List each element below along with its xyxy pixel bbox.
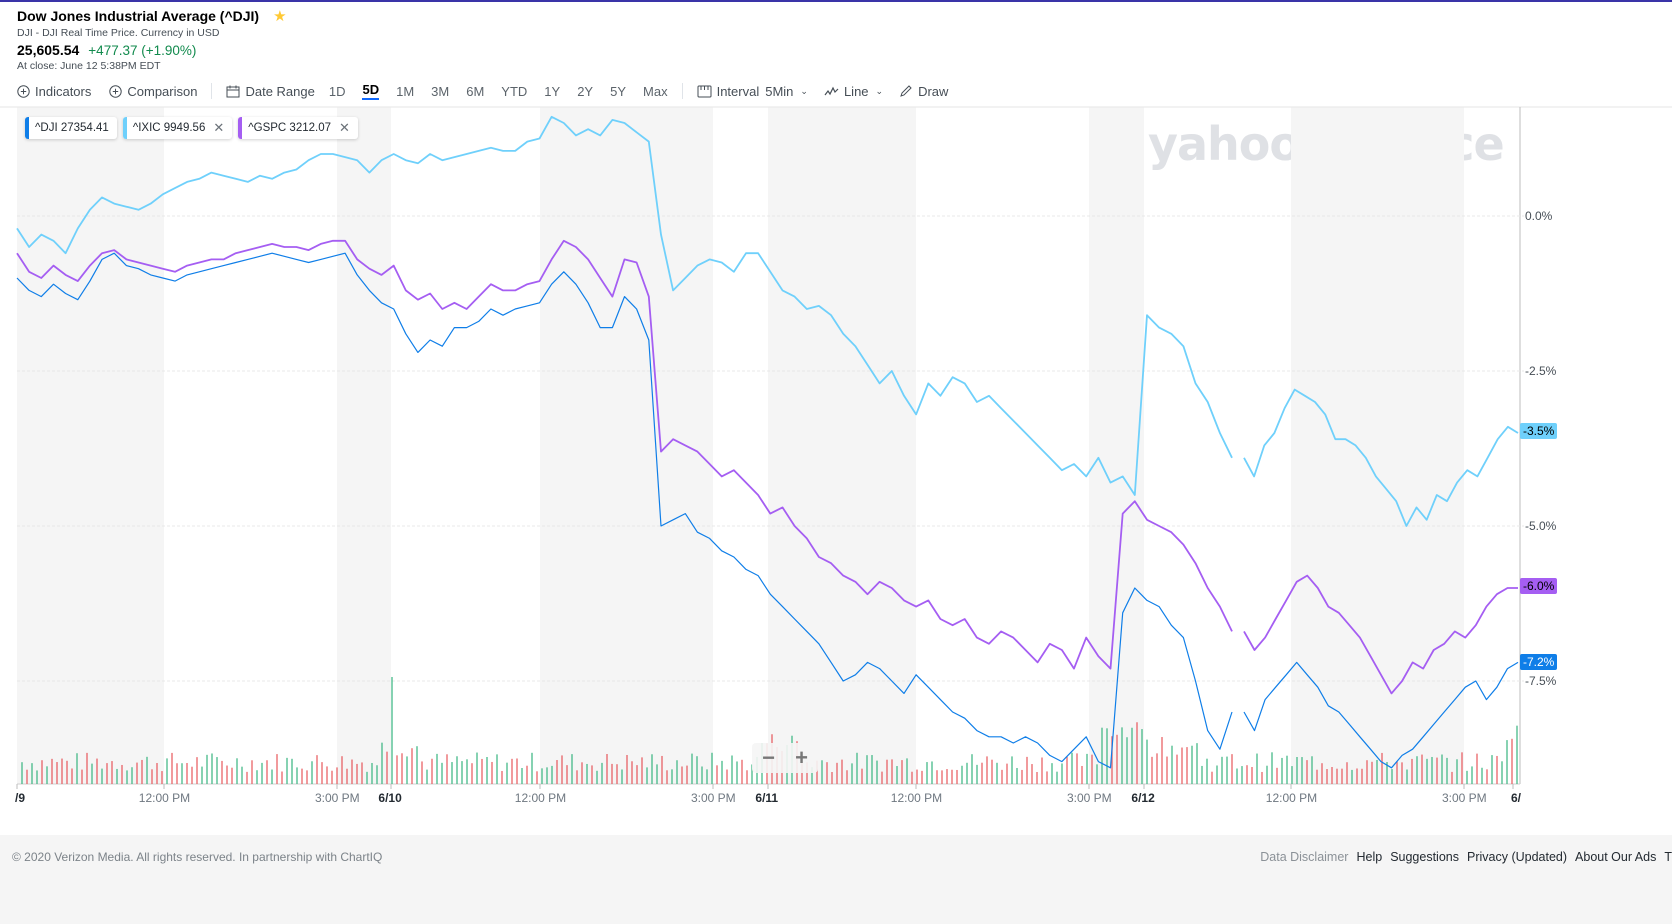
star-icon[interactable]: ★ (273, 7, 287, 25)
x-axis-label: /9 (15, 791, 26, 805)
plus-circle-icon (109, 84, 123, 98)
interval-dropdown[interactable]: Interval 5Min ⌄ (697, 84, 808, 99)
x-axis-label: 6/10 (378, 791, 402, 805)
toolbar-divider (211, 83, 213, 99)
footer-link-about-ads[interactable]: About Our Ads (1575, 850, 1657, 864)
series-color-swatch (25, 117, 29, 139)
x-axis-label: 3:00 PM (690, 791, 736, 805)
legend-label: ^DJI 27354.41 (35, 122, 109, 134)
zoom-controls: − + (752, 743, 818, 773)
draw-button[interactable]: Draw (899, 84, 948, 99)
interval-label: Interval (716, 83, 760, 99)
legend-label: ^IXIC 9949.56 (132, 122, 206, 134)
draw-label: Draw (918, 83, 949, 99)
plus-circle-icon (17, 84, 30, 98)
date-range-label: Date Range (245, 83, 315, 99)
x-axis-label: 6/11 (755, 791, 779, 805)
pencil-icon (900, 85, 912, 97)
range-3m[interactable]: 3M (431, 83, 450, 99)
x-axis-label: 3:00 PM (314, 791, 360, 805)
y-axis-label: -5.0% (1525, 519, 1557, 533)
footer-link-terms[interactable]: T (1664, 850, 1672, 864)
x-axis-label: 12:00 PM (138, 791, 191, 805)
range-1m[interactable]: 1M (396, 83, 415, 99)
close-time: At close: June 12 5:38PM EDT (17, 60, 161, 72)
legend-chip-dji[interactable]: ^DJI 27354.41 (25, 117, 117, 139)
y-axis-label: -2.5% (1525, 364, 1557, 378)
zoom-in-button[interactable]: + (795, 745, 808, 770)
comparison-chart[interactable] (0, 0, 1672, 835)
footer-link-help[interactable]: Help (1356, 850, 1383, 864)
x-axis-label: 3:00 PM (1441, 791, 1487, 805)
footer-link-suggestions[interactable]: Suggestions (1390, 850, 1459, 864)
last-value-badge-dji: -7.2% (1520, 654, 1558, 670)
series-color-swatch (238, 117, 243, 139)
toolbar-divider (681, 83, 683, 99)
range-1y[interactable]: 1Y (544, 83, 561, 99)
current-price: 25,605.54 (17, 42, 80, 58)
comparison-button[interactable]: Comparison (109, 84, 197, 99)
date-range-button[interactable]: Date Range (226, 83, 315, 99)
zoom-out-button[interactable]: − (762, 745, 775, 770)
chevron-down-icon: ⌄ (800, 85, 808, 96)
close-icon[interactable]: ✕ (339, 120, 350, 135)
range-ytd[interactable]: YTD (501, 83, 528, 99)
price-change: +477.37 (+1.90%) (88, 43, 197, 58)
page-title: Dow Jones Industrial Average (^DJI) (17, 8, 260, 24)
x-axis-label: 12:00 PM (890, 791, 943, 805)
close-icon[interactable]: ✕ (213, 120, 225, 135)
range-1d[interactable]: 1D (328, 83, 346, 99)
series-legend: ^DJI 27354.41 ^IXIC 9949.56 ✕ ^GSPC 3212… (25, 117, 358, 139)
last-value-badge-gspc: -6.0% (1520, 578, 1558, 594)
legend-chip-gspc[interactable]: ^GSPC 3212.07 ✕ (238, 117, 358, 139)
indicators-label: Indicators (35, 83, 92, 99)
y-axis-label: 0.0% (1525, 209, 1553, 223)
series-color-swatch (122, 117, 127, 139)
y-axis-label: -7.5% (1525, 674, 1557, 688)
indicators-button[interactable]: Indicators (17, 84, 91, 99)
x-axis-label: 6/12 (1131, 791, 1155, 805)
comparison-label: Comparison (127, 83, 198, 99)
chart-type-label: Line (843, 83, 869, 99)
range-6m[interactable]: 6M (466, 83, 485, 99)
footer-link-data-disclaimer[interactable]: Data Disclaimer (1260, 850, 1349, 864)
chevron-down-icon: ⌄ (875, 85, 884, 96)
legend-label: ^GSPC 3212.07 (248, 122, 332, 134)
last-value-badge-ixic: -3.5% (1520, 423, 1558, 439)
interval-value: 5Min (765, 83, 794, 99)
quote-header: Dow Jones Industrial Average (^DJI) ★ DJ… (17, 8, 287, 72)
x-axis-label: 12:00 PM (514, 791, 567, 805)
range-5d[interactable]: 5D (362, 82, 380, 100)
footer-links: Data Disclaimer Help Suggestions Privacy… (1260, 850, 1672, 864)
x-axis-label: 12:00 PM (1265, 791, 1318, 805)
x-axis-label: 3:00 PM (1066, 791, 1112, 805)
calendar-icon (226, 85, 240, 97)
x-axis-label: 6/ (1511, 791, 1522, 805)
chart-toolbar: Indicators Comparison Date Range 1D 5D 1… (17, 82, 948, 100)
legend-chip-ixic[interactable]: ^IXIC 9949.56 ✕ (122, 117, 233, 139)
chart-type-dropdown[interactable]: Line ⌄ (824, 84, 883, 99)
copyright-text: © 2020 Verizon Media. All rights reserve… (12, 850, 383, 864)
range-2y[interactable]: 2Y (577, 83, 594, 99)
top-accent-bar (0, 0, 1672, 2)
footer: © 2020 Verizon Media. All rights reserve… (0, 835, 1672, 924)
interval-ruler-icon (697, 85, 712, 97)
range-max[interactable]: Max (643, 83, 668, 99)
range-5y[interactable]: 5Y (610, 83, 627, 99)
line-chart-icon (824, 86, 839, 95)
quote-subtitle: DJI - DJI Real Time Price. Currency in U… (17, 27, 220, 39)
footer-link-privacy[interactable]: Privacy (Updated) (1467, 850, 1568, 864)
